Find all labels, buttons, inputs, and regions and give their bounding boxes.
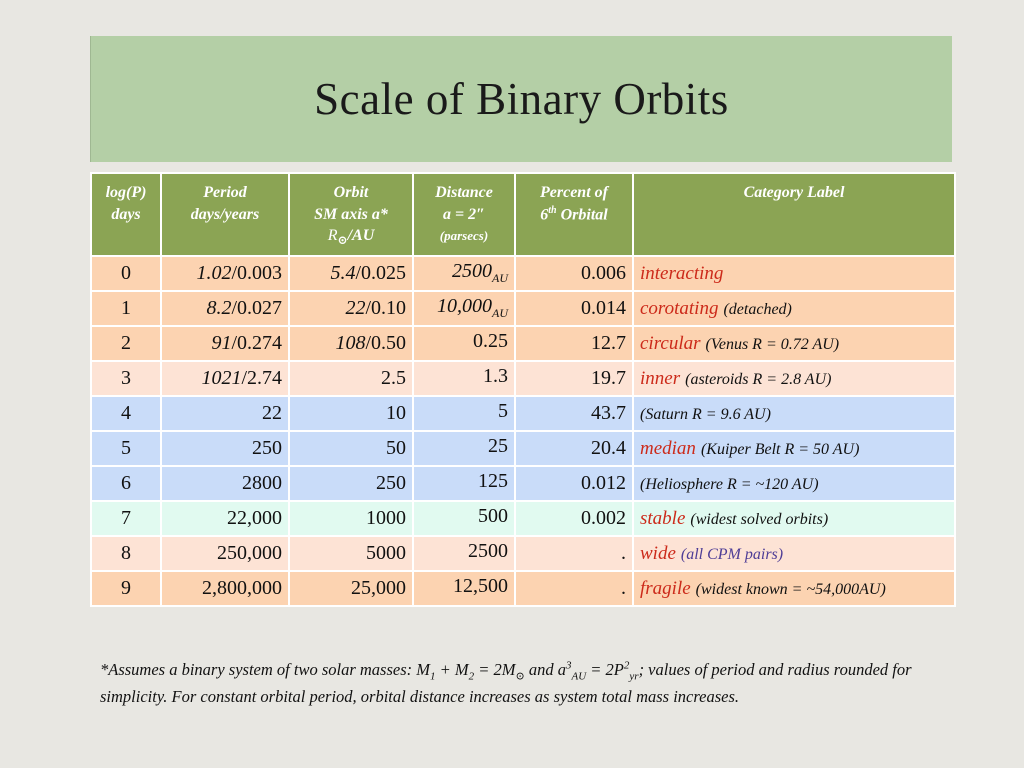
- cell-period: 250: [160, 429, 290, 467]
- header-percent: Percent of 6th Orbital: [514, 172, 634, 257]
- cell-category: median (Kuiper Belt R = 50 AU): [632, 429, 956, 467]
- slide-title: Scale of Binary Orbits: [314, 74, 729, 124]
- cell-distance: 1.3: [412, 359, 516, 397]
- table-row: 4 22 10 5 43.7 (Saturn R = 9.6 AU): [90, 394, 956, 432]
- cell-category: stable (widest solved orbits): [632, 499, 956, 537]
- cell-log: 7: [90, 499, 162, 537]
- header-row: log(P) days Period days/years Orbit SM axis…: [90, 172, 956, 257]
- table-row: 0 1.02/0.003 5.4/0.025 2500AU 0.006 inte…: [90, 254, 956, 292]
- cell-distance: 2500: [412, 534, 516, 572]
- cell-orbit: 25,000: [288, 569, 414, 607]
- cell-orbit: 2.5: [288, 359, 414, 397]
- table-row: 9 2,800,000 25,000 12,500 . fragile (wid…: [90, 569, 956, 607]
- cell-distance: 2500AU: [412, 254, 516, 292]
- cell-orbit: 22/0.10: [288, 289, 414, 327]
- cell-log: 9: [90, 569, 162, 607]
- cell-percent: 0.006: [514, 254, 634, 292]
- cell-period: 22,000: [160, 499, 290, 537]
- cell-category: corotating (detached): [632, 289, 956, 327]
- cell-log: 3: [90, 359, 162, 397]
- cell-category: fragile (widest known = ~54,000AU): [632, 569, 956, 607]
- binary-orbits-table: log(P) days Period days/years Orbit SM axis…: [90, 172, 956, 607]
- cell-period: 8.2/0.027: [160, 289, 290, 327]
- cell-period: 2800: [160, 464, 290, 502]
- cell-orbit: 5.4/0.025: [288, 254, 414, 292]
- table-row: 6 2800 250 125 0.012 (Heliosphere R = ~1…: [90, 464, 956, 502]
- table-row: 8 250,000 5000 2500 . wide (all CPM pair…: [90, 534, 956, 572]
- cell-category: circular (Venus R = 0.72 AU): [632, 324, 956, 362]
- table-row: 7 22,000 1000 500 0.002 stable (widest s…: [90, 499, 956, 537]
- cell-period: 22: [160, 394, 290, 432]
- cell-log: 2: [90, 324, 162, 362]
- cell-orbit: 10: [288, 394, 414, 432]
- cell-orbit: 250: [288, 464, 414, 502]
- cell-distance: 25: [412, 429, 516, 467]
- cell-period: 1021/2.74: [160, 359, 290, 397]
- header-log-p: log(P) days: [90, 172, 162, 257]
- table-row: 2 91/0.274 108/0.50 0.25 12.7 circular (…: [90, 324, 956, 362]
- cell-period: 91/0.274: [160, 324, 290, 362]
- header-distance: Distance a = 2″ (parsecs): [412, 172, 516, 257]
- cell-category: inner (asteroids R = 2.8 AU): [632, 359, 956, 397]
- header-period: Period days/years: [160, 172, 290, 257]
- cell-orbit: 5000: [288, 534, 414, 572]
- cell-percent: .: [514, 569, 634, 607]
- cell-percent: 20.4: [514, 429, 634, 467]
- footnote: *Assumes a binary system of two solar ma…: [100, 659, 912, 707]
- cell-percent: 0.014: [514, 289, 634, 327]
- cell-category: (Saturn R = 9.6 AU): [632, 394, 956, 432]
- cell-percent: .: [514, 534, 634, 572]
- cell-category: wide (all CPM pairs): [632, 534, 956, 572]
- header-orbit: Orbit SM axis a* R⊙/AU: [288, 172, 414, 257]
- cell-distance: 0.25: [412, 324, 516, 362]
- cell-log: 0: [90, 254, 162, 292]
- cell-log: 4: [90, 394, 162, 432]
- cell-log: 8: [90, 534, 162, 572]
- cell-percent: 0.012: [514, 464, 634, 502]
- cell-orbit: 1000: [288, 499, 414, 537]
- cell-orbit: 108/0.50: [288, 324, 414, 362]
- cell-period: 2,800,000: [160, 569, 290, 607]
- cell-log: 6: [90, 464, 162, 502]
- table-row: 5 250 50 25 20.4 median (Kuiper Belt R =…: [90, 429, 956, 467]
- cell-category: (Heliosphere R = ~120 AU): [632, 464, 956, 502]
- cell-distance: 12,500: [412, 569, 516, 607]
- cell-period: 250,000: [160, 534, 290, 572]
- cell-percent: 43.7: [514, 394, 634, 432]
- header-category: Category Label: [632, 172, 956, 257]
- cell-distance: 5: [412, 394, 516, 432]
- cell-distance: 125: [412, 464, 516, 502]
- cell-category: interacting: [632, 254, 956, 292]
- table-row: 1 8.2/0.027 22/0.10 10,000AU 0.014 corot…: [90, 289, 956, 327]
- cell-percent: 0.002: [514, 499, 634, 537]
- cell-orbit: 50: [288, 429, 414, 467]
- cell-log: 1: [90, 289, 162, 327]
- cell-percent: 19.7: [514, 359, 634, 397]
- cell-log: 5: [90, 429, 162, 467]
- cell-distance: 10,000AU: [412, 289, 516, 327]
- table-row: 3 1021/2.74 2.5 1.3 19.7 inner (asteroid…: [90, 359, 956, 397]
- title-band: Scale of Binary Orbits: [90, 36, 952, 162]
- cell-period: 1.02/0.003: [160, 254, 290, 292]
- cell-distance: 500: [412, 499, 516, 537]
- cell-percent: 12.7: [514, 324, 634, 362]
